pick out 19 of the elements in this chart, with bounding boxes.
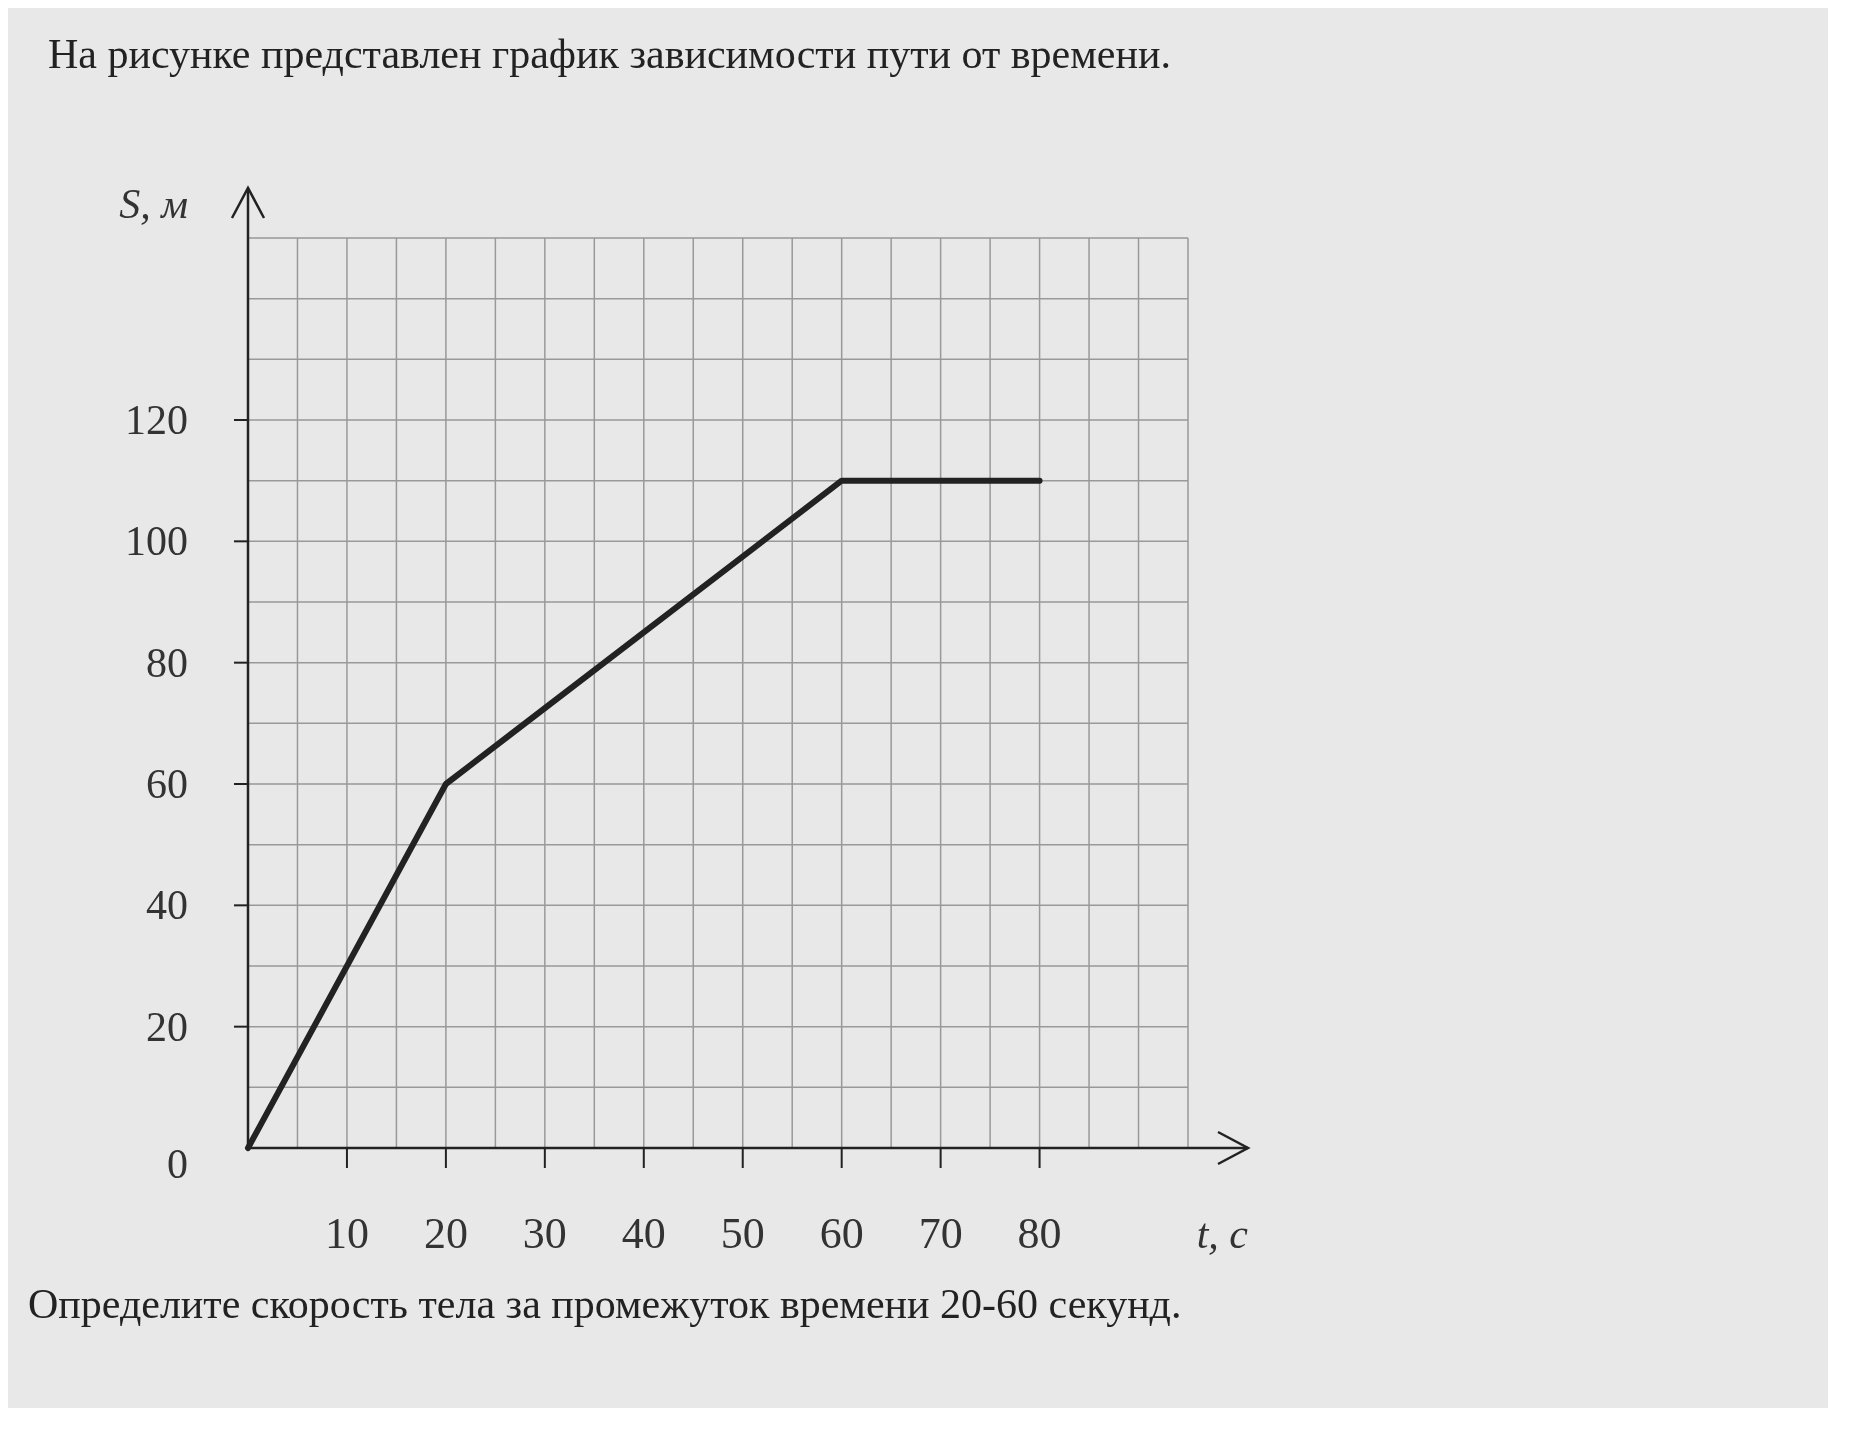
y-tick-label: 120: [125, 397, 188, 443]
y-tick-label: 80: [146, 639, 188, 686]
x-tick-label: 60: [819, 1209, 864, 1258]
chart-title: На рисунке представлен график зависимости пути от времени.: [48, 31, 1171, 77]
x-tick-label: 10: [324, 1209, 369, 1258]
y-axis-title: S, м: [119, 181, 188, 227]
y-tick-label: 100: [125, 518, 188, 565]
x-tick-label: 50: [720, 1209, 765, 1258]
x-tick-label: 70: [918, 1209, 963, 1258]
x-tick-label: 40: [621, 1209, 666, 1258]
y-tick-label: 40: [146, 882, 188, 929]
x-axis-title: t, с: [1196, 1211, 1249, 1257]
y-tick-label: 0: [167, 1141, 188, 1187]
y-tick-label: 20: [146, 1003, 188, 1050]
x-tick-label: 80: [1017, 1209, 1062, 1258]
x-tick-label: 30: [522, 1209, 567, 1258]
y-tick-label: 60: [146, 761, 188, 807]
text: Определите скорость тела за промежуток времени 20-60 секунд.: [28, 1281, 1182, 1327]
x-tick-label: 20: [423, 1209, 468, 1258]
